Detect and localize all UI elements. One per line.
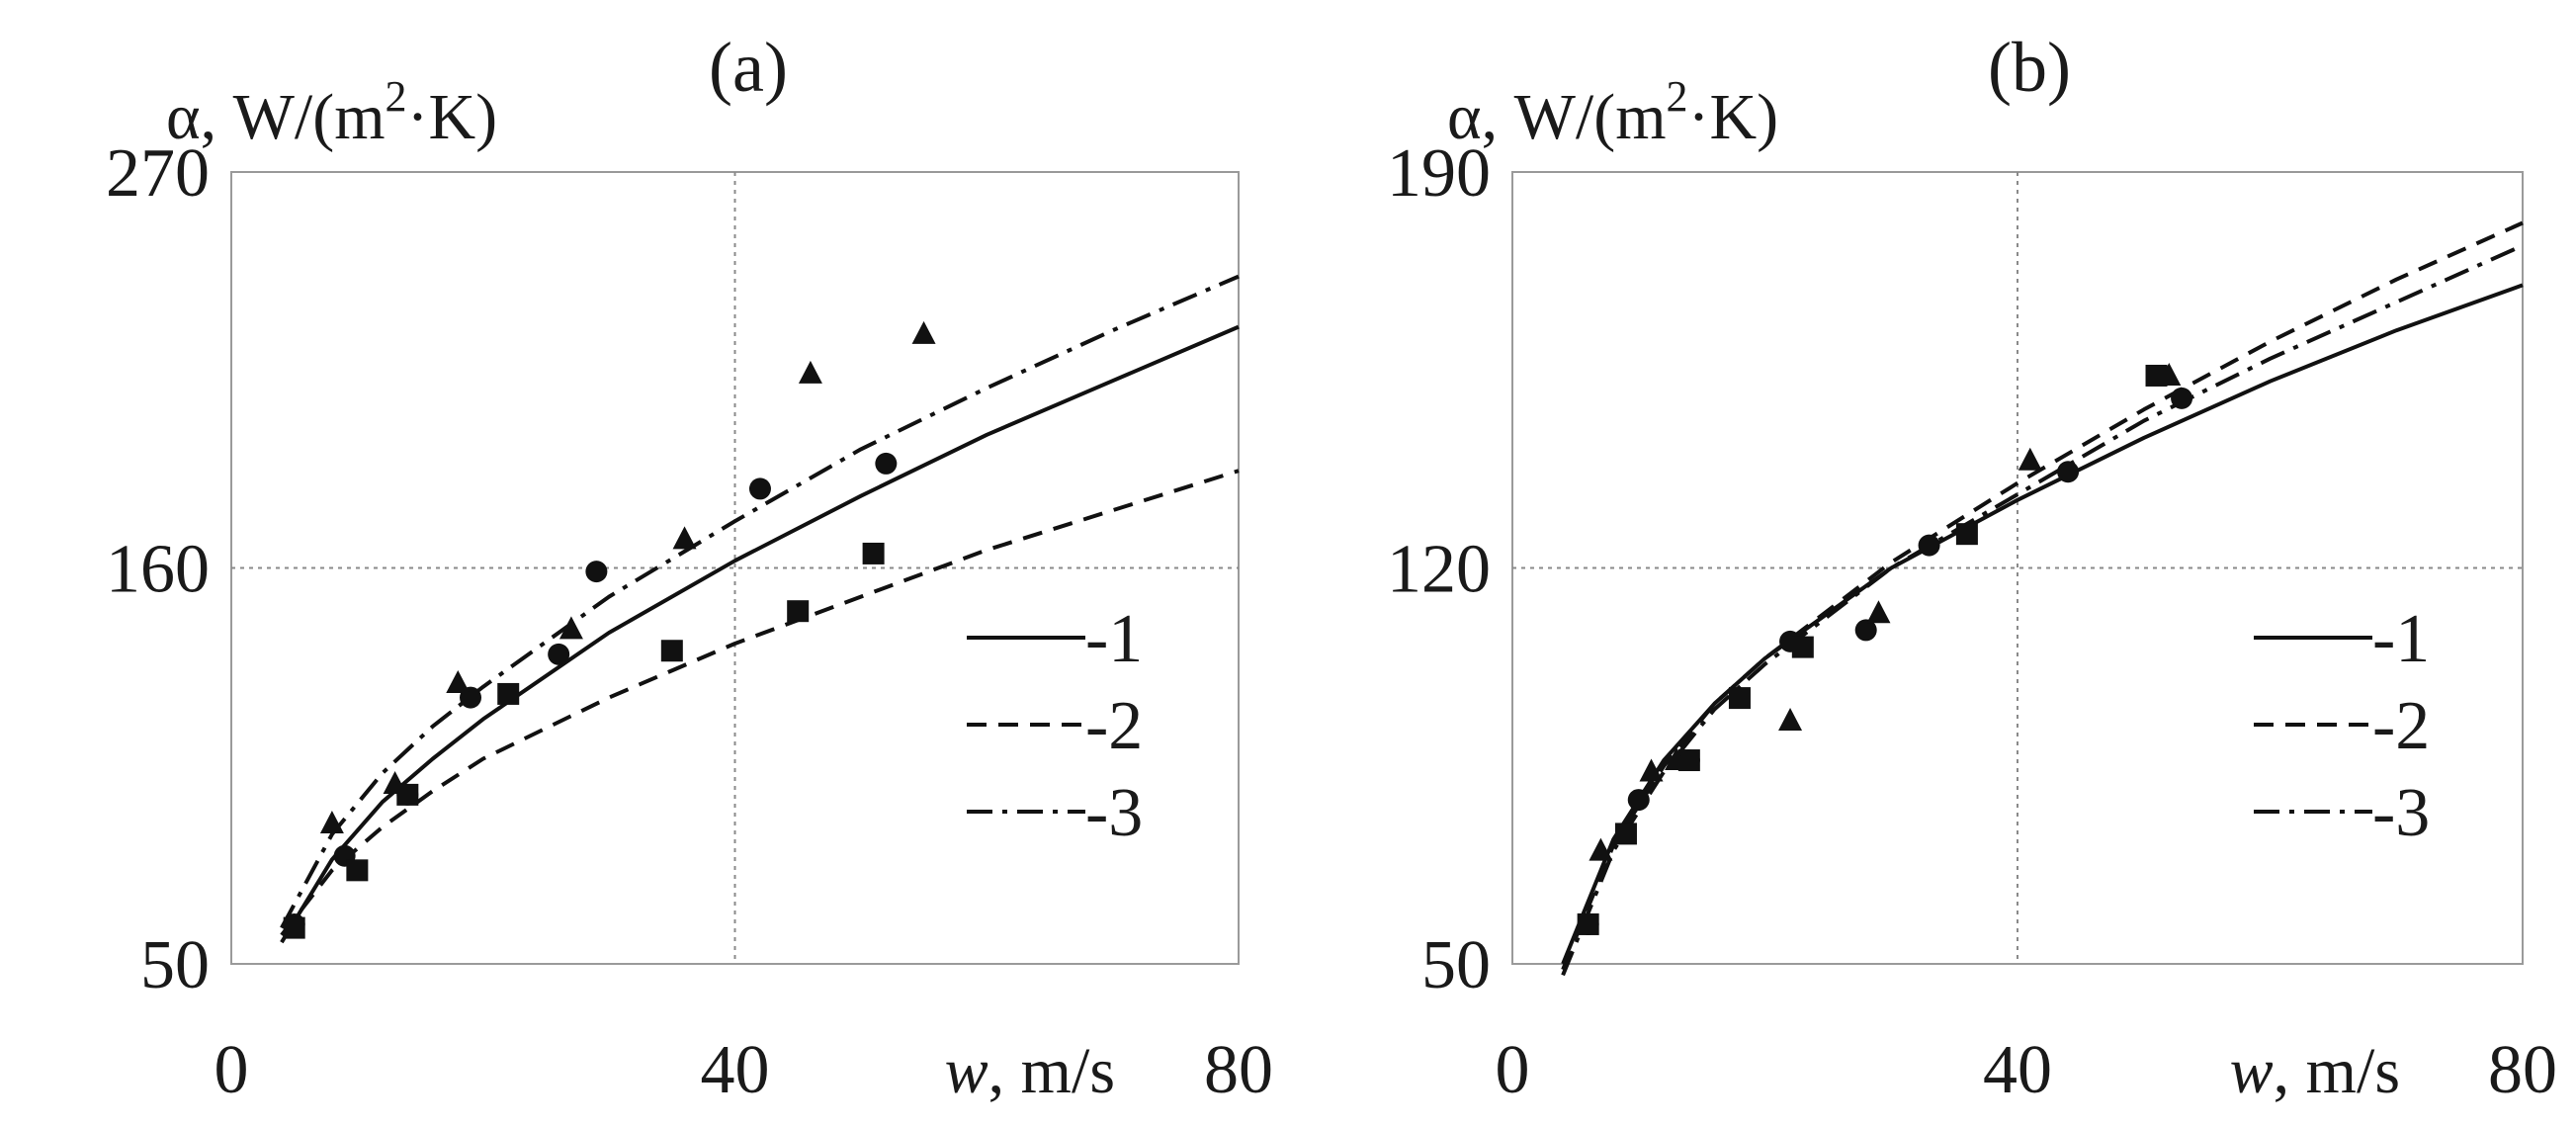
panel-a-ylabel-sup: 2 xyxy=(386,72,407,121)
panel-a-ylabel-prefix: α, W/(m xyxy=(166,81,386,153)
panel-b-points-group xyxy=(1577,362,2193,935)
panel-a-xlabel-var: w xyxy=(945,1035,988,1107)
panel-a-series-2-line xyxy=(280,469,1240,937)
panel-b-point-triangle xyxy=(2018,447,2042,471)
panel-a-grid xyxy=(230,171,1240,965)
panel-a-series-1-line xyxy=(280,324,1240,944)
panel-a-point-square xyxy=(862,542,885,564)
panel-b-point-triangle xyxy=(1665,747,1689,771)
panel-a-label: (a) xyxy=(709,28,788,107)
panel-b-point-square xyxy=(1728,687,1751,710)
panel-b-series-2-line xyxy=(1561,220,2524,971)
panel-a-y-tick-label: 270 xyxy=(106,135,210,212)
panel-b-point-circle xyxy=(1854,619,1877,642)
panel-b-point-square xyxy=(1955,523,1978,546)
panel-a-point-circle xyxy=(548,643,570,665)
panel-a-points-group xyxy=(283,320,936,939)
panel-a-point-triangle xyxy=(798,360,822,384)
panel-b-point-triangle xyxy=(1639,758,1664,782)
panel-b-legend: -1 -2 -3 xyxy=(2254,601,2430,851)
panel-a-point-square xyxy=(660,640,683,662)
panel-b-point-square xyxy=(1577,912,1599,935)
panel-a-series-3-line xyxy=(280,274,1240,929)
panel-a-y-tick-label: 50 xyxy=(140,927,210,1003)
panel-b-point-square xyxy=(1791,636,1814,658)
panel-a-series-group xyxy=(280,274,1240,944)
panel-b-grid xyxy=(1511,171,2524,965)
panel-a-ticks-group: 0 40 80 50 160 270 xyxy=(106,135,1273,1108)
panel-b-series-1-line xyxy=(1561,283,2524,965)
panel-b-y-tick-label: 120 xyxy=(1387,532,1491,608)
panel-b-x-axis-label: w, m/s xyxy=(2230,1035,2400,1107)
panel-b-y-axis-label: α, W/(m2·K) xyxy=(1447,72,1778,153)
panel-a-ylabel-suffix: ·K) xyxy=(407,81,498,153)
panel-b-point-circle xyxy=(2057,461,2080,483)
panel-b-x-tick-label: 0 xyxy=(1496,1032,1530,1108)
panel-b-series-3-line xyxy=(1561,243,2524,977)
panel-a-x-tick-label: 80 xyxy=(1204,1032,1273,1108)
panel-b-ylabel-prefix: α, W/(m xyxy=(1447,81,1667,153)
panel-a-x-axis-label: w, m/s xyxy=(945,1035,1115,1107)
panel-a-point-circle xyxy=(585,561,608,583)
panel-a-point-square xyxy=(346,859,369,882)
panel-b-ticks-group: 0 40 80 50 120 190 xyxy=(1387,135,2557,1108)
panel-b-series-group xyxy=(1561,220,2524,977)
panel-a-x-tick-label: 0 xyxy=(215,1032,249,1108)
panel-a-point-square xyxy=(497,682,520,705)
panel-a-legend-label-2: -2 xyxy=(1085,688,1143,764)
panel-a-point-square xyxy=(787,600,810,623)
panel-a-point-square xyxy=(283,916,305,939)
panel-b-y-tick-label: 50 xyxy=(1421,927,1491,1003)
panel-b-point-circle xyxy=(1627,789,1650,812)
panel-a-point-triangle xyxy=(383,770,407,794)
panel-a-point-triangle xyxy=(446,670,471,694)
panel-b-ylabel-suffix: ·K) xyxy=(1688,81,1779,153)
panel-b-point-triangle xyxy=(1778,707,1803,731)
panel-b-label: (b) xyxy=(1988,28,2071,107)
panel-b-xlabel-var: w xyxy=(2230,1035,2274,1107)
panel-a-point-circle xyxy=(875,452,898,475)
panel-a-point-circle xyxy=(748,477,771,500)
panel-a-point-triangle xyxy=(558,616,583,640)
panel-b-xlabel-unit: , m/s xyxy=(2274,1035,2400,1107)
panel-b-legend-label-1: -1 xyxy=(2372,601,2430,677)
panel-a-point-triangle xyxy=(319,811,344,834)
panel-a-legend-label-3: -3 xyxy=(1085,775,1143,851)
panel-b-point-square xyxy=(1614,823,1637,845)
panel-b-point-triangle xyxy=(1589,837,1613,861)
panel-b-point-circle xyxy=(2171,387,2193,409)
panel-b-y-tick-label: 190 xyxy=(1387,135,1491,212)
panel-a-xlabel-unit: , m/s xyxy=(988,1035,1115,1107)
panel-b-x-tick-label: 80 xyxy=(2488,1032,2557,1108)
panel-b-point-triangle xyxy=(2157,362,2182,386)
panel-b-point-circle xyxy=(1918,534,1940,557)
panel-b-x-tick-label: 40 xyxy=(1983,1032,2052,1108)
panel-a-point-triangle xyxy=(672,526,697,550)
panel-b-ylabel-sup: 2 xyxy=(1667,72,1688,121)
panel-a-point-triangle xyxy=(911,320,936,344)
panel-b-point-triangle xyxy=(1866,600,1891,624)
panel-b-legend-label-3: -3 xyxy=(2372,775,2430,851)
panel-a-y-axis-label: α, W/(m2·K) xyxy=(166,72,497,153)
panel-a-legend-label-1: -1 xyxy=(1085,601,1143,677)
panel-a-legend: -1 -2 -3 xyxy=(967,601,1143,851)
panel-a-x-tick-label: 40 xyxy=(701,1032,770,1108)
panel-b-legend-label-2: -2 xyxy=(2372,688,2430,764)
panel-a-y-tick-label: 160 xyxy=(106,532,210,608)
